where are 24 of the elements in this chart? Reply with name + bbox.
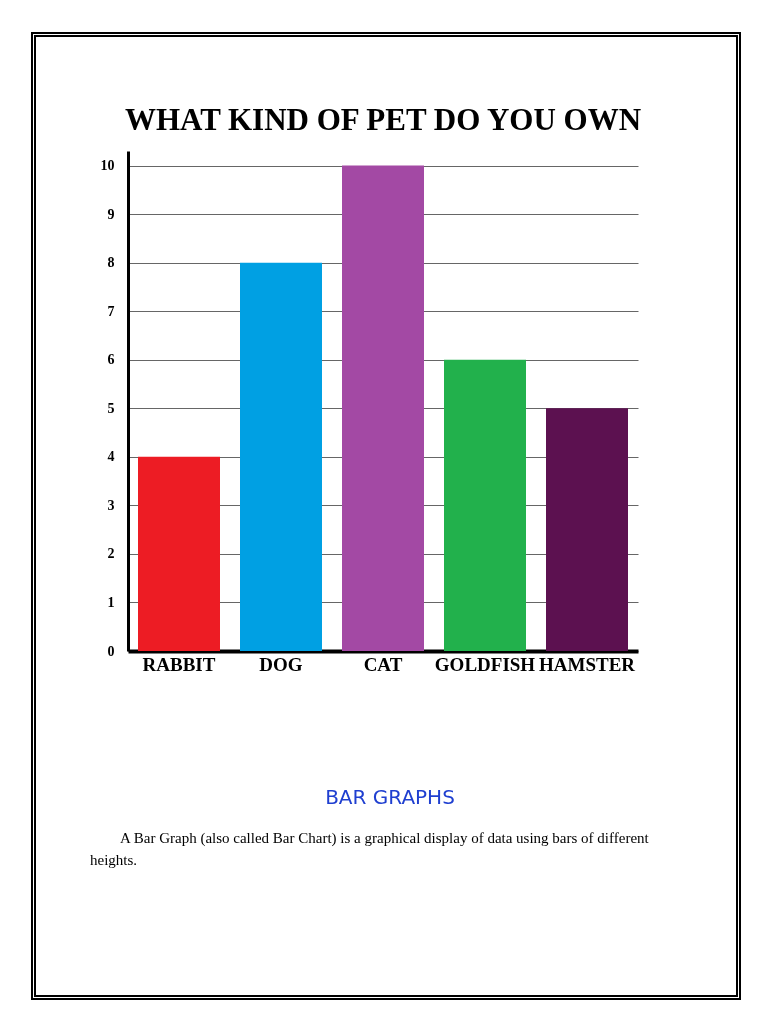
bar [138,456,220,651]
bar [240,262,322,651]
x-tick-label: RABBIT [142,653,216,675]
y-tick-label: 2 [107,546,115,562]
bar [444,359,526,651]
chart-title: WHAT KIND OF PET DO YOU OWN [124,102,642,137]
y-tick-label: 6 [107,352,115,368]
y-tick-label: 10 [100,158,115,174]
bar [546,408,628,651]
x-tick-label: DOG [259,653,303,675]
y-tick-label: 1 [107,594,115,610]
x-tick-label: GOLDFISH [434,653,536,675]
y-tick-label: 9 [107,206,115,222]
y-tick-label: 3 [107,497,115,513]
bar [342,165,424,651]
y-tick-label: 7 [107,303,115,319]
y-tick-label: 8 [107,255,115,271]
y-tick-label: 4 [107,449,115,465]
y-tick-label: 5 [107,400,115,416]
y-tick-label: 0 [107,643,115,659]
x-tick-label: CAT [363,653,403,675]
text: A Bar Graph (also called Bar Chart) is a graphical display of data using bars of different heights. [90,829,650,870]
text: BAR GRAPHS [324,785,456,809]
x-tick-label: HAMSTER [538,653,636,675]
